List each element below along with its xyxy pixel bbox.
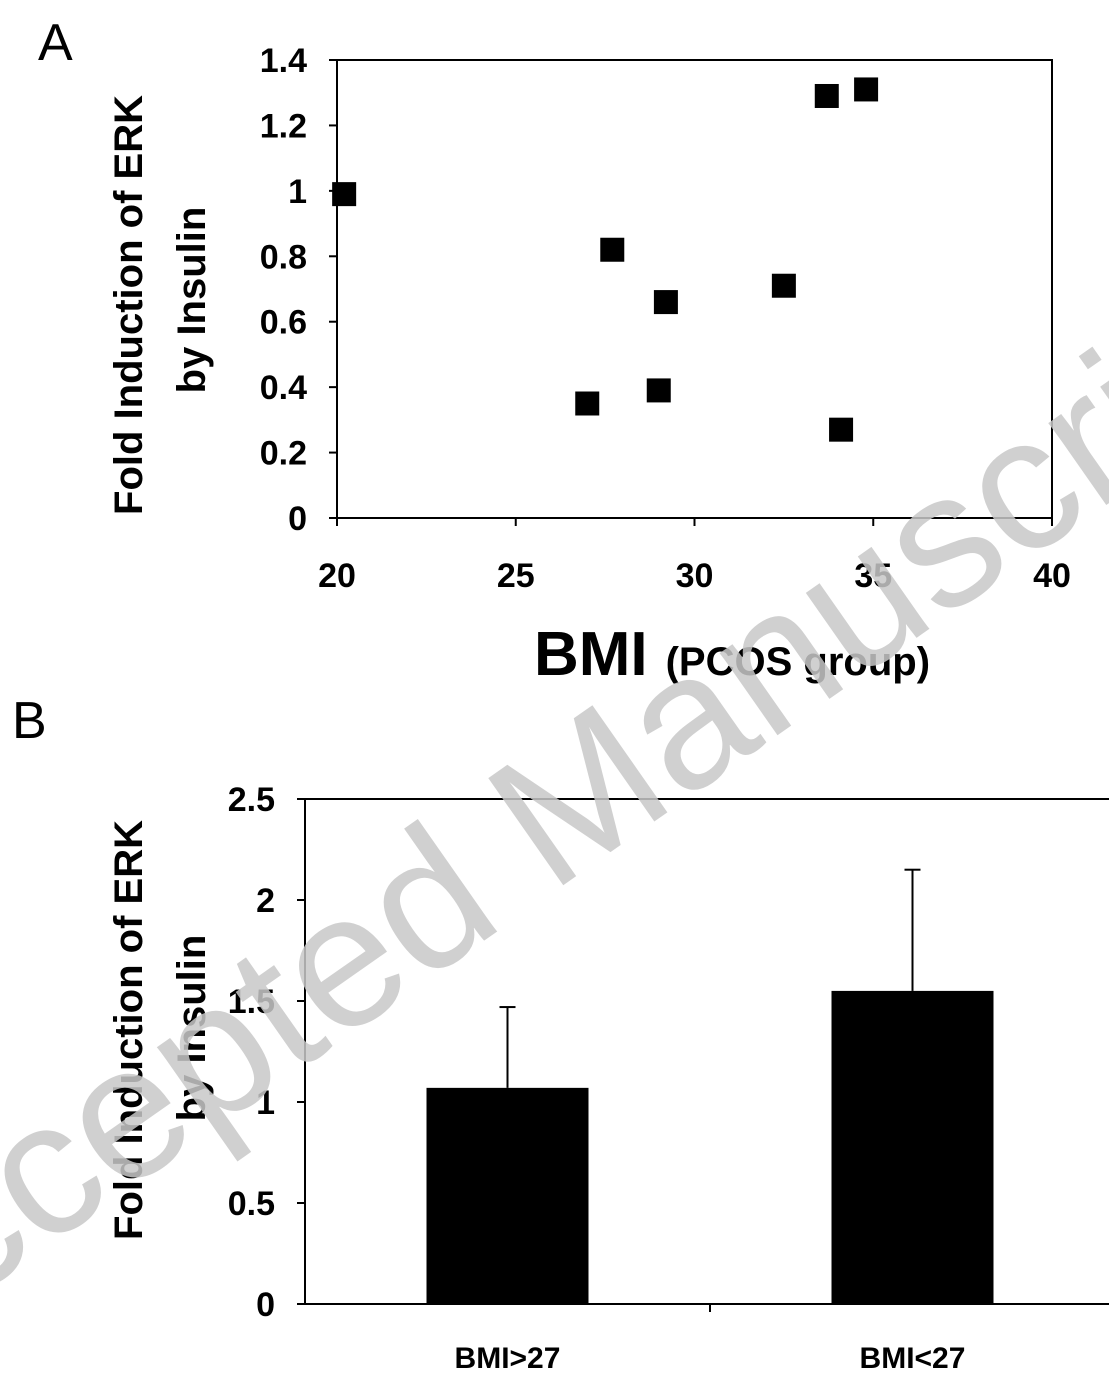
panel-a-points	[332, 77, 879, 442]
panel-a-y-tick-label: 0.2	[260, 435, 307, 473]
panel-a-x-tick-label: 40	[1033, 557, 1071, 595]
panel-a-x-ticks: 20 25 30 35 40	[318, 518, 1071, 595]
panel-b-ylabel-line2: by Insulin	[170, 935, 214, 1122]
panel-a-y-tick-label: 0.6	[260, 304, 307, 342]
panel-a-letter: A	[38, 14, 73, 72]
panel-a-xlabel-main: BMI	[534, 620, 648, 689]
bar-bmi-over-27	[426, 1087, 589, 1304]
scatter-point	[771, 273, 796, 298]
panel-a-x-axis-label: BMI (PCOS group)	[534, 620, 930, 689]
panel-a-ylabel-line1: Fold Induction of ERK	[107, 95, 151, 515]
panel-b-y-ticks: 0 0.5 1 1.5 2 2.5	[228, 781, 305, 1324]
panel-a-x-tick-label: 30	[676, 557, 714, 595]
panel-a-y-tick-label: 1.2	[260, 107, 307, 145]
category-label: BMI<27	[860, 1342, 966, 1374]
panel-a-x-tick-label: 25	[497, 557, 535, 595]
bar-bmi-under-27	[831, 990, 994, 1304]
scatter-point	[829, 417, 854, 442]
scatter-point	[646, 378, 671, 403]
panel-b-y-tick-label: 2.5	[228, 781, 275, 819]
scatter-point	[814, 83, 839, 108]
panel-a-y-tick-label: 1.4	[260, 42, 307, 80]
panel-a-ylabel-line2: by Insulin	[170, 207, 214, 394]
category-label: BMI>27	[455, 1342, 561, 1374]
panel-b-letter: B	[12, 692, 47, 750]
panel-b-y-tick-label: 1	[256, 1084, 275, 1122]
panel-a-y-ticks: 0 0.2 0.4 0.6 0.8 1 1.2 1.4	[260, 42, 337, 538]
panel-b-ylabel-line1: Fold Induction of ERK	[107, 820, 151, 1240]
panel-b-y-tick-label: 0.5	[228, 1185, 275, 1223]
panel-a-y-tick-label: 0	[288, 500, 307, 538]
scatter-point	[575, 391, 600, 416]
scatter-point	[653, 290, 678, 315]
panel-a-x-tick-label: 20	[318, 557, 356, 595]
panel-a-y-tick-label: 0.8	[260, 238, 307, 276]
scatter-point	[600, 237, 625, 262]
panel-a-x-tick-label: 35	[854, 557, 892, 595]
scatter-point	[854, 77, 879, 102]
panel-a-xlabel-sub: (PCOS group)	[666, 640, 930, 684]
panel-a-y-axis-label: Fold Induction of ERK by Insulin	[107, 95, 214, 515]
panel-b-bars: BMI>27 BMI<27	[426, 868, 994, 1374]
panel-b-y-tick-label: 2	[256, 882, 275, 920]
panel-b-y-tick-label: 1.5	[228, 983, 275, 1021]
panel-a-y-tick-label: 1	[288, 173, 307, 211]
panel-a-y-tick-label: 0.4	[260, 369, 307, 407]
panel-b: B Fold Induction of ERK by Insulin 0 0.5 1…	[12, 692, 1109, 1374]
panel-b-y-tick-label: 0	[256, 1286, 275, 1324]
scatter-point	[332, 182, 357, 207]
panel-a: A Fold Induction of ERK by Insulin 00.20…	[38, 14, 1071, 689]
